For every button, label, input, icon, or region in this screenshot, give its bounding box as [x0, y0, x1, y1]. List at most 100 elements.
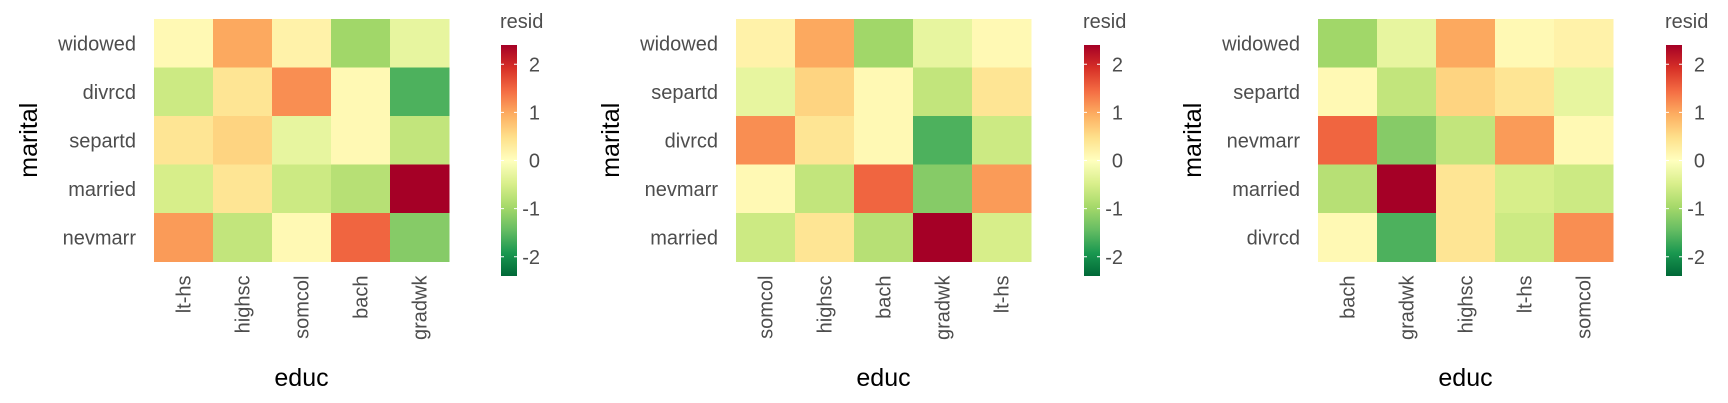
heatmap-cell-nevmarr-lt-hs: [972, 164, 1032, 214]
heatmap-cell-married-highsc: [213, 164, 273, 214]
legend-tick-label: -1: [522, 199, 540, 221]
x-axis-label: educ: [1438, 364, 1492, 392]
heatmap-cell-separtd-somcol: [736, 67, 796, 117]
legend-tick-label: 0: [1694, 151, 1705, 173]
heatmap-cell-married-bach: [331, 164, 391, 214]
heatmap-cell-married-lt-hs: [154, 164, 214, 214]
heatmap-cell-nevmarr-highsc: [1436, 116, 1496, 165]
y-axis-label: marital: [1179, 103, 1207, 178]
legend-tick-label: 2: [1694, 54, 1705, 76]
y-tick-label: married: [650, 227, 718, 249]
heatmap-cell-nevmarr-lt-hs: [154, 213, 214, 262]
heatmap-cell-married-gradwk: [390, 164, 450, 214]
legend-tick-label: 2: [1112, 54, 1123, 76]
heatmap-cell-nevmarr-lt-hs: [1495, 116, 1555, 165]
y-tick-label: separtd: [1233, 82, 1300, 104]
heatmap-cell-separtd-bach: [331, 116, 391, 165]
heatmap-cell-nevmarr-highsc: [213, 213, 273, 262]
heatmap-cell-widowed-highsc: [213, 19, 273, 68]
y-tick-label: separtd: [69, 130, 136, 152]
heatmap-cell-nevmarr-somcol: [272, 213, 332, 262]
heatmap-cell-separtd-gradwk: [913, 67, 973, 117]
legend-tick-label: -2: [1687, 247, 1705, 269]
heatmap-cell-divrcd-gradwk: [913, 116, 973, 165]
legend-tick-label: 0: [529, 151, 540, 173]
y-tick-label: nevmarr: [63, 227, 137, 249]
heatmap-cell-widowed-highsc: [1436, 19, 1496, 68]
heatmap-cell-nevmarr-gradwk: [913, 164, 973, 214]
x-tick-label: highsc: [233, 276, 255, 334]
heatmap-cell-widowed-bach: [854, 19, 914, 68]
legend-title: resid: [1083, 11, 1126, 33]
heatmap-cell-widowed-somcol: [272, 19, 332, 68]
x-tick-label: bach: [1338, 276, 1360, 319]
legend-colorbar: [1666, 45, 1682, 276]
heatmap-cell-divrcd-lt-hs: [972, 116, 1032, 165]
heatmap-cell-married-lt-hs: [1495, 164, 1555, 214]
legend-tick-label: 1: [1694, 102, 1705, 124]
legend-colorbar: [1084, 45, 1100, 276]
heatmap-cell-divrcd-somcol: [272, 67, 332, 117]
heatmap-panel-2: widowed separtd divrcd nevmarr married somcol…: [597, 11, 1126, 392]
legend-title: resid: [1665, 11, 1708, 33]
heatmap-cell-separtd-somcol: [1554, 67, 1614, 117]
y-tick-label: widowed: [1221, 33, 1300, 55]
x-tick-label: highsc: [1456, 276, 1478, 334]
heatmap-cell-married-somcol: [272, 164, 332, 214]
heatmap-cell-widowed-lt-hs: [1495, 19, 1555, 68]
x-tick-label: somcol: [1574, 276, 1596, 339]
x-tick-label: lt-hs: [992, 276, 1014, 314]
heatmap-cell-divrcd-gradwk: [1377, 213, 1437, 262]
heatmap-cell-separtd-lt-hs: [1495, 67, 1555, 117]
heatmap-panel-1: widowed divrcd separtd married nevmarr lt-hs h…: [15, 11, 543, 392]
heatmap-cell-nevmarr-bach: [331, 213, 391, 262]
legend-colorbar: [501, 45, 517, 276]
heatmap-cell-nevmarr-gradwk: [390, 213, 450, 262]
color-legend: resid 2 1 0 -1 -2: [500, 11, 543, 276]
y-tick-label: widowed: [639, 33, 718, 55]
heatmap-cell-separtd-lt-hs: [972, 67, 1032, 117]
legend-tick-label: 2: [529, 54, 540, 76]
heatmap-cell-widowed-highsc: [795, 19, 855, 68]
heatmap-cell-widowed-gradwk: [390, 19, 450, 68]
legend-tick-label: -2: [522, 247, 540, 269]
y-tick-label: married: [1232, 179, 1300, 201]
color-legend: resid 2 1 0 -1 -2: [1083, 11, 1126, 276]
heatmap-cell-divrcd-bach: [1318, 213, 1378, 262]
heatmap-cell-divrcd-highsc: [213, 67, 273, 117]
y-tick-label: divrcd: [83, 82, 136, 104]
heatmap-cell-divrcd-highsc: [1436, 213, 1496, 262]
x-axis-label: educ: [856, 364, 910, 392]
x-tick-label: gradwk: [933, 275, 955, 340]
heatmap-cell-divrcd-highsc: [795, 116, 855, 165]
heatmap-cell-nevmarr-highsc: [795, 164, 855, 214]
legend-tick-label: -1: [1105, 199, 1123, 221]
heatmap-cell-nevmarr-bach: [854, 164, 914, 214]
heatmap-cell-separtd-bach: [1318, 67, 1378, 117]
x-tick-label: gradwk: [410, 275, 432, 340]
heatmap-cell-divrcd-gradwk: [390, 67, 450, 117]
heatmap-panel-3: widowed separtd nevmarr married divrcd bach gr…: [1179, 11, 1708, 392]
color-legend: resid 2 1 0 -1 -2: [1665, 11, 1708, 276]
y-tick-label: married: [68, 179, 136, 201]
heatmap-cell-widowed-lt-hs: [972, 19, 1032, 68]
y-tick-label: widowed: [57, 33, 136, 55]
x-tick-label: bach: [874, 276, 896, 319]
heatmap-cell-divrcd-bach: [854, 116, 914, 165]
heatmap-cell-married-gradwk: [1377, 164, 1437, 214]
y-tick-label: nevmarr: [645, 179, 719, 201]
heatmap-cell-married-somcol: [736, 213, 796, 262]
x-axis-label: educ: [274, 364, 328, 392]
heatmap-cell-widowed-lt-hs: [154, 19, 214, 68]
legend-title: resid: [500, 11, 543, 33]
heatmap-cell-widowed-somcol: [736, 19, 796, 68]
x-tick-label: somcol: [756, 276, 778, 339]
heatmap-cell-married-somcol: [1554, 164, 1614, 214]
heatmap-cell-separtd-highsc: [795, 67, 855, 117]
heatmap-cell-divrcd-somcol: [736, 116, 796, 165]
heatmap-cell-married-bach: [854, 213, 914, 262]
heatmap-cell-nevmarr-gradwk: [1377, 116, 1437, 165]
x-tick-label: highsc: [815, 276, 837, 334]
heatmap-cell-separtd-bach: [854, 67, 914, 117]
